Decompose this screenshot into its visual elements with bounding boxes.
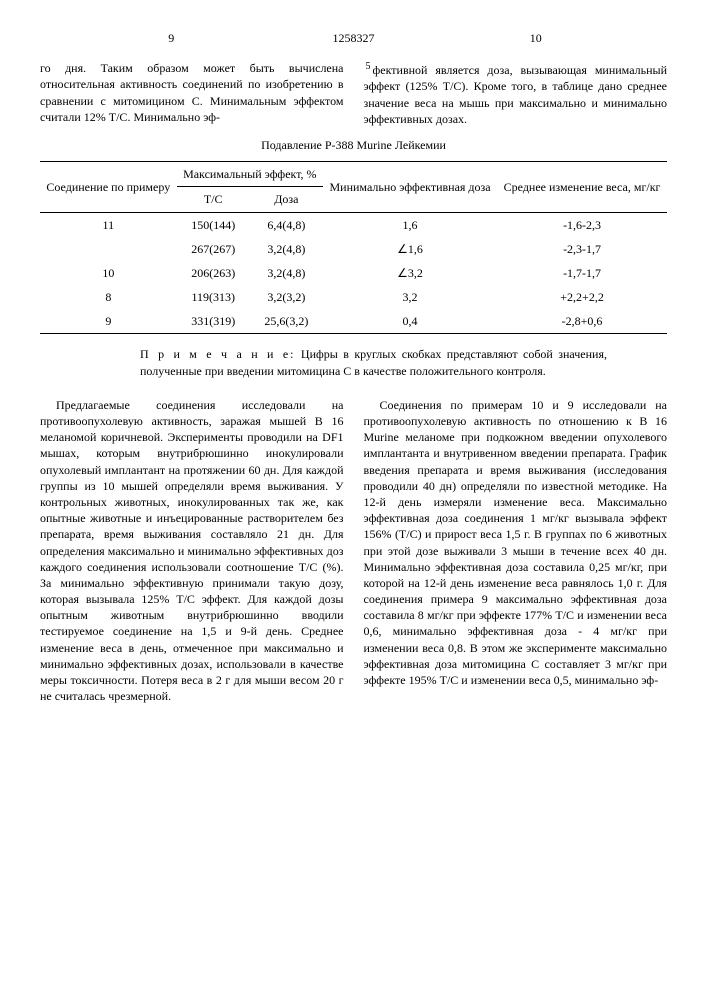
note-label: П р и м е ч а н и е: <box>140 347 296 361</box>
left-page-num: 9 <box>40 30 303 46</box>
right-page-num: 10 <box>405 30 668 46</box>
th-min-dose: Минимально эффективная доза <box>323 162 497 212</box>
doc-number: 1258327 <box>333 30 375 50</box>
body-left: Предлагаемые соединения исследовали на п… <box>40 397 344 705</box>
intro-left: го дня. Таким образом может быть вычисле… <box>40 60 344 127</box>
line-marker: 5 <box>366 61 371 72</box>
table-row: 9 331(319) 25,6(3,2) 0,4 -2,8+0,6 <box>40 309 667 334</box>
table-row: 8 119(313) 3,2(3,2) 3,2 +2,2+2,2 <box>40 285 667 309</box>
table-body: 11 150(144) 6,4(4,8) 1,6 -1,6-2,3 267(26… <box>40 212 667 334</box>
th-dose: Доза <box>250 187 323 212</box>
th-compound: Соединение по примеру <box>40 162 177 212</box>
table-row: 267(267) 3,2(4,8) ∠1,6 -2,3-1,7 <box>40 237 667 261</box>
th-max-effect: Максимальный эффект, % <box>177 162 323 187</box>
table-row: 10 206(263) 3,2(4,8) ∠3,2 -1,7-1,7 <box>40 261 667 285</box>
table-row: 11 150(144) 6,4(4,8) 1,6 -1,6-2,3 <box>40 212 667 237</box>
header-row: 9 1258327 10 <box>40 30 667 50</box>
th-weight: Среднее изменение веса, мг/кг <box>497 162 667 212</box>
body-columns: Предлагаемые соединения исследовали на п… <box>40 397 667 705</box>
table-title: Подавление P-388 Murine Лейкемии <box>40 137 667 153</box>
table-note: П р и м е ч а н и е: Цифры в круглых ско… <box>140 346 607 378</box>
data-table: Соединение по примеру Максимальный эффек… <box>40 161 667 334</box>
th-tc: Т/С <box>177 187 250 212</box>
intro-right: 5фективной является доза, вызывающая мин… <box>364 60 668 127</box>
intro-columns: го дня. Таким образом может быть вычисле… <box>40 60 667 127</box>
body-right: Соединения по примерам 10 и 9 исследовал… <box>364 397 668 705</box>
right-col-num-wrap: 10 <box>405 30 668 50</box>
left-col-num-wrap: 9 <box>40 30 303 50</box>
